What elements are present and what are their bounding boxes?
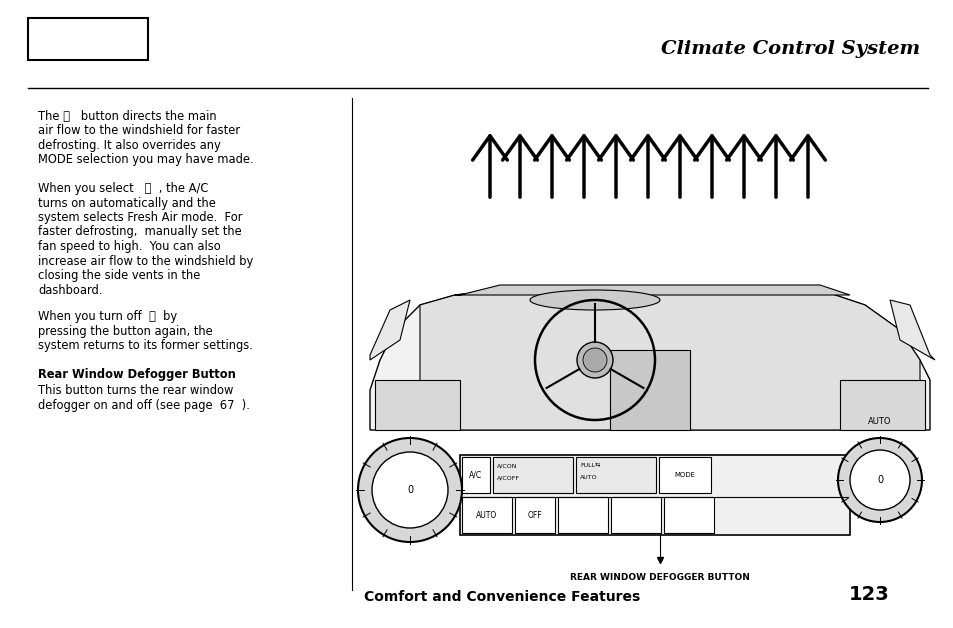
Text: When you select   Ⓡ  , the A/C: When you select Ⓡ , the A/C: [38, 182, 208, 195]
Polygon shape: [419, 290, 919, 430]
Bar: [461, 497, 512, 533]
Bar: [28, 18, 148, 60]
Text: MODE selection you may have made.: MODE selection you may have made.: [38, 153, 253, 166]
Bar: [459, 455, 849, 535]
Bar: [515, 497, 555, 533]
Bar: [663, 497, 713, 533]
Polygon shape: [375, 380, 459, 430]
Text: MODE: MODE: [674, 472, 695, 478]
Text: 0: 0: [407, 485, 413, 495]
Circle shape: [577, 342, 613, 378]
Text: A/CON: A/CON: [497, 463, 517, 468]
Polygon shape: [370, 290, 929, 430]
Text: The Ⓡ   button directs the main: The Ⓡ button directs the main: [38, 110, 216, 123]
Text: faster defrosting,  manually set the: faster defrosting, manually set the: [38, 225, 241, 239]
Text: Comfort and Convenience Features: Comfort and Convenience Features: [363, 590, 639, 604]
Ellipse shape: [530, 290, 659, 310]
Polygon shape: [889, 300, 934, 360]
Text: A/C: A/C: [469, 470, 482, 480]
Bar: [558, 497, 607, 533]
Text: FULL⇆: FULL⇆: [579, 463, 599, 468]
Text: system selects Fresh Air mode.  For: system selects Fresh Air mode. For: [38, 211, 242, 224]
Bar: [493, 457, 573, 493]
Polygon shape: [370, 300, 410, 360]
Text: dashboard.: dashboard.: [38, 283, 102, 296]
Bar: [461, 457, 490, 493]
Circle shape: [357, 438, 461, 542]
Circle shape: [837, 438, 921, 522]
Text: When you turn off  Ⓡ  by: When you turn off Ⓡ by: [38, 310, 177, 323]
Bar: [576, 457, 656, 493]
Text: defogger on and off (see page  67  ).: defogger on and off (see page 67 ).: [38, 399, 250, 411]
Bar: [610, 497, 660, 533]
Text: pressing the button again, the: pressing the button again, the: [38, 325, 213, 337]
Text: system returns to its former settings.: system returns to its former settings.: [38, 339, 253, 352]
Text: AUTO: AUTO: [476, 511, 497, 519]
Text: Rear Window Defogger Button: Rear Window Defogger Button: [38, 368, 235, 381]
Text: OFF: OFF: [527, 511, 541, 519]
Circle shape: [372, 452, 448, 528]
Polygon shape: [455, 285, 849, 295]
Text: defrosting. It also overrides any: defrosting. It also overrides any: [38, 139, 220, 152]
Text: A/COFF: A/COFF: [497, 475, 519, 480]
Text: REAR WINDOW DEFOGGER BUTTON: REAR WINDOW DEFOGGER BUTTON: [570, 573, 749, 582]
Text: AUTO: AUTO: [579, 475, 597, 480]
Text: air flow to the windshield for faster: air flow to the windshield for faster: [38, 124, 240, 138]
Text: AUTO: AUTO: [867, 417, 891, 426]
Text: fan speed to high.  You can also: fan speed to high. You can also: [38, 240, 220, 253]
Bar: [659, 457, 710, 493]
Text: This button turns the rear window: This button turns the rear window: [38, 384, 233, 397]
Text: 0: 0: [876, 475, 882, 485]
Text: Climate Control System: Climate Control System: [660, 40, 919, 58]
Text: closing the side vents in the: closing the side vents in the: [38, 269, 200, 282]
Polygon shape: [840, 380, 924, 430]
Text: increase air flow to the windshield by: increase air flow to the windshield by: [38, 254, 253, 268]
Circle shape: [849, 450, 909, 510]
Circle shape: [582, 348, 606, 372]
Text: 123: 123: [848, 585, 889, 604]
Polygon shape: [609, 350, 689, 430]
Text: turns on automatically and the: turns on automatically and the: [38, 197, 215, 210]
